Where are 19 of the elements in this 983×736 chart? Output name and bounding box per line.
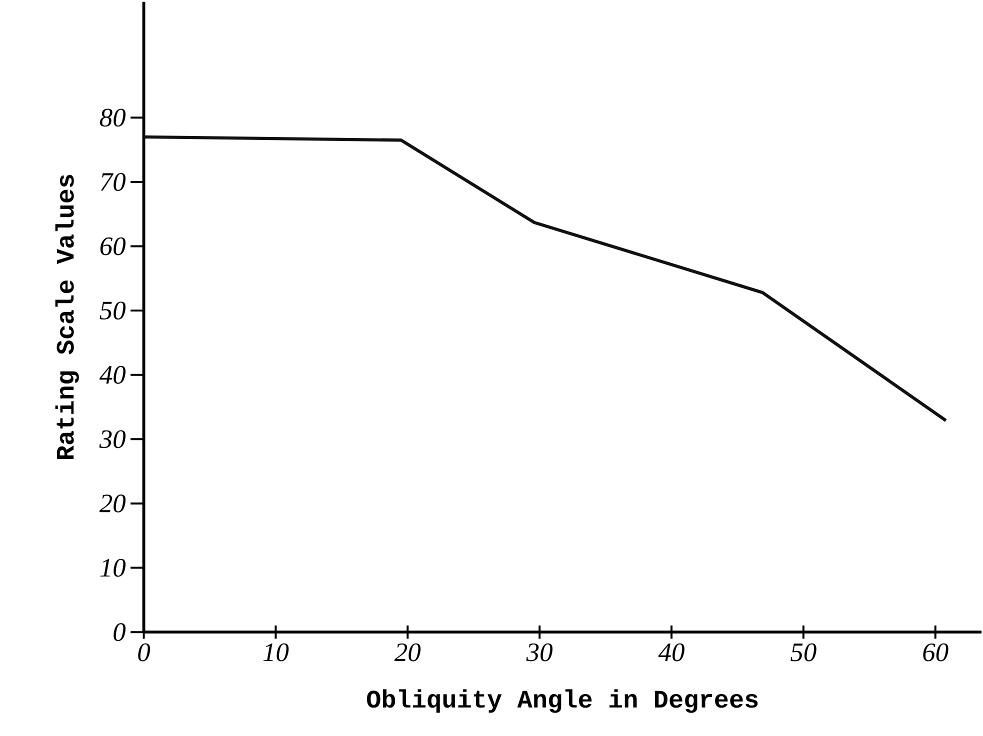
y-tick-label: 80	[100, 108, 126, 127]
y-tick-label: 40	[99, 366, 126, 384]
y-tick-label: 0	[114, 623, 126, 642]
y-tick-label: 70	[100, 173, 126, 191]
x-tick-label: 40	[658, 643, 684, 662]
y-tick-label: 60	[100, 237, 126, 256]
x-tick-label: 60	[923, 643, 948, 662]
line-series	[142, 135, 948, 422]
y-tick-label: 50	[100, 302, 126, 320]
x-tick-label: 0	[138, 643, 150, 662]
y-tick-label: 30	[99, 430, 126, 448]
x-tick-label: 50	[790, 643, 816, 662]
x-tick-label: 20	[394, 643, 421, 662]
y-axis-title: Rating Scale Values	[55, 174, 79, 460]
x-tick-label: 30	[526, 643, 552, 662]
x-tick-label: 10	[263, 643, 289, 662]
x-axis-title: Obliquity Angle in Degrees	[366, 689, 758, 713]
y-tick-label: 10	[100, 558, 126, 577]
y-tick-label: 20	[99, 494, 126, 512]
